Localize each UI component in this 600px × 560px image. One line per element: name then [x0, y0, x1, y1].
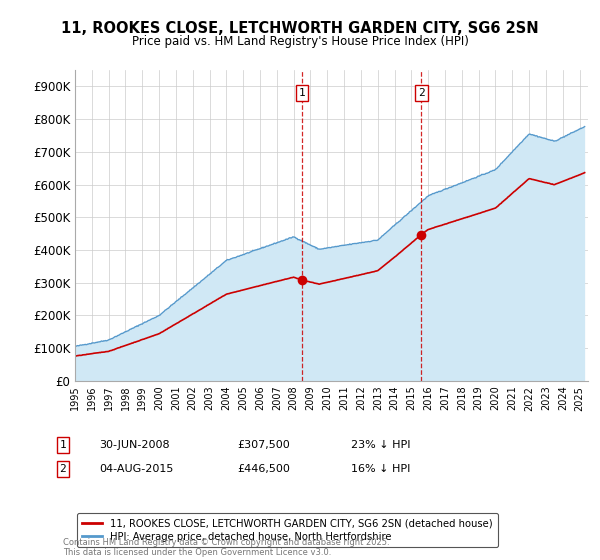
- Text: 2: 2: [418, 88, 425, 98]
- Text: 30-JUN-2008: 30-JUN-2008: [99, 440, 170, 450]
- Text: 16% ↓ HPI: 16% ↓ HPI: [351, 464, 410, 474]
- Text: 2: 2: [59, 464, 67, 474]
- Text: Contains HM Land Registry data © Crown copyright and database right 2025.
This d: Contains HM Land Registry data © Crown c…: [63, 538, 389, 557]
- Text: 04-AUG-2015: 04-AUG-2015: [99, 464, 173, 474]
- Text: 1: 1: [59, 440, 67, 450]
- Text: 11, ROOKES CLOSE, LETCHWORTH GARDEN CITY, SG6 2SN: 11, ROOKES CLOSE, LETCHWORTH GARDEN CITY…: [61, 21, 539, 36]
- Text: Price paid vs. HM Land Registry's House Price Index (HPI): Price paid vs. HM Land Registry's House …: [131, 35, 469, 48]
- Text: £307,500: £307,500: [237, 440, 290, 450]
- Text: £446,500: £446,500: [237, 464, 290, 474]
- Text: 1: 1: [299, 88, 305, 98]
- Text: 23% ↓ HPI: 23% ↓ HPI: [351, 440, 410, 450]
- Legend: 11, ROOKES CLOSE, LETCHWORTH GARDEN CITY, SG6 2SN (detached house), HPI: Average: 11, ROOKES CLOSE, LETCHWORTH GARDEN CITY…: [77, 513, 498, 547]
